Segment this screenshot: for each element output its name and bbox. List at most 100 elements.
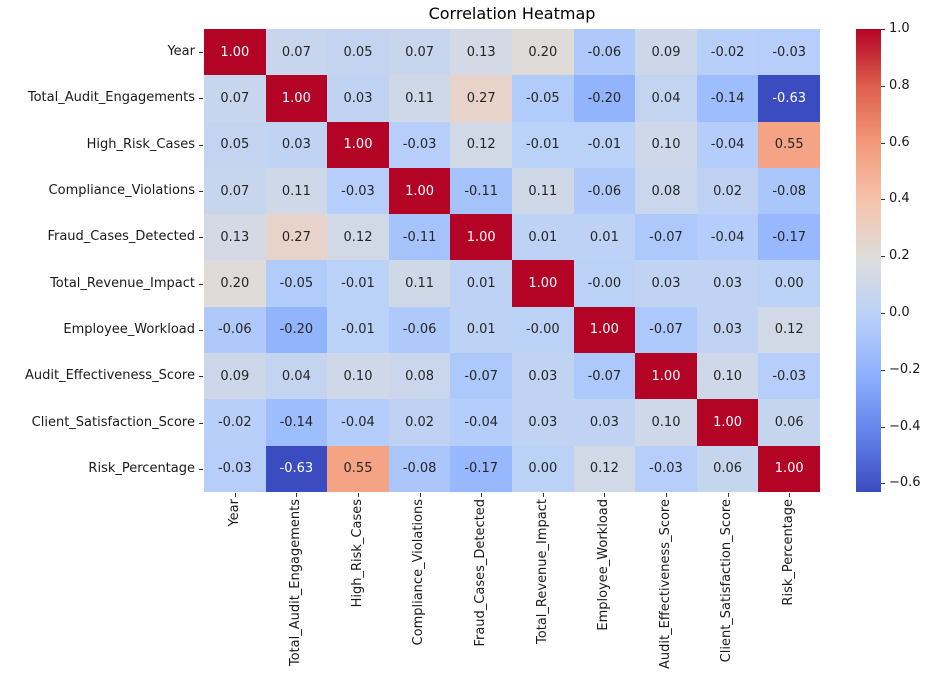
heatmap-cell: -0.07 xyxy=(635,306,697,354)
x-axis-tick-cell: Risk_Percentage xyxy=(758,499,820,684)
colorbar-tick-label: 0.2 xyxy=(889,248,910,263)
heatmap-cell: 0.13 xyxy=(450,29,512,76)
heatmap-cell: -0.01 xyxy=(511,121,574,168)
colorbar-tick-mark xyxy=(881,370,885,371)
heatmap-cell: 0.05 xyxy=(204,121,266,168)
heatmap-cell: 0.20 xyxy=(511,29,574,76)
heatmap-cell: 0.03 xyxy=(511,353,574,400)
heatmap-cell: -0.00 xyxy=(511,306,574,354)
heatmap-cell: 0.11 xyxy=(265,167,328,215)
colorbar-tick-label: 0.8 xyxy=(889,78,910,93)
heatmap-cell: -0.11 xyxy=(388,214,451,261)
x-axis-tick-cell: Employee_Workload xyxy=(574,499,636,684)
x-axis-tick-label: High_Risk_Cases xyxy=(349,499,365,608)
y-axis-tick-label: Audit_Effectiveness_Score xyxy=(24,368,195,384)
x-axis-tick-mark xyxy=(296,493,297,497)
heatmap-cell: 0.03 xyxy=(265,121,328,168)
heatmap-cell: -0.04 xyxy=(696,121,759,168)
heatmap-cell: -0.00 xyxy=(573,260,636,307)
x-axis-tick-cell: Year xyxy=(204,499,266,684)
heatmap-cell: 0.06 xyxy=(696,445,759,492)
x-axis-tick-mark xyxy=(789,493,790,497)
heatmap-cell: 0.55 xyxy=(758,121,820,168)
heatmap-cell: 0.03 xyxy=(327,75,389,122)
colorbar-tick-label: −0.6 xyxy=(889,475,921,490)
heatmap-cell: 0.10 xyxy=(635,121,697,168)
heatmap-cell: 0.03 xyxy=(511,399,574,446)
x-axis-tick-label: Risk_Percentage xyxy=(781,499,797,606)
heatmap-cell: 0.20 xyxy=(204,260,266,307)
heatmap-cell: 0.03 xyxy=(635,260,697,307)
colorbar-gradient xyxy=(856,29,881,492)
heatmap-cell: 0.03 xyxy=(696,306,759,354)
heatmap-cell: 0.13 xyxy=(204,214,266,261)
heatmap-cell: 0.12 xyxy=(573,445,636,492)
colorbar-tick-label: 0.4 xyxy=(889,191,910,206)
heatmap-cell: -0.06 xyxy=(388,306,451,354)
heatmap-cell: 0.02 xyxy=(388,399,451,446)
heatmap-cell: -0.03 xyxy=(635,445,697,492)
heatmap-cell: 0.07 xyxy=(204,167,266,215)
x-axis-tick-mark xyxy=(420,493,421,497)
x-axis-tick-label: Audit_Effectiveness_Score xyxy=(657,499,673,670)
y-axis-tick-mark xyxy=(199,376,203,377)
heatmap-cell: 0.11 xyxy=(511,167,574,215)
colorbar-tick-mark xyxy=(881,256,885,257)
heatmap-cell: -0.08 xyxy=(388,445,451,492)
y-axis-tick-label: Total_Revenue_Impact xyxy=(50,275,195,291)
colorbar-tick-label: 0.0 xyxy=(889,305,910,320)
heatmap-cell: -0.03 xyxy=(388,121,451,168)
y-axis-tick-mark xyxy=(199,98,203,99)
heatmap-cell: 0.12 xyxy=(450,121,512,168)
heatmap-cell: 0.03 xyxy=(573,399,636,446)
x-axis-tick-label: Total_Revenue_Impact xyxy=(534,499,550,644)
heatmap-cell: -0.14 xyxy=(696,75,759,122)
heatmap-cell: 1.00 xyxy=(265,75,328,122)
x-axis-tick-mark xyxy=(666,493,667,497)
heatmap-cell: -0.05 xyxy=(511,75,574,122)
x-axis-tick-cell: Total_Revenue_Impact xyxy=(512,499,574,684)
heatmap-cell: 0.06 xyxy=(758,399,820,446)
heatmap-cell: 0.08 xyxy=(635,167,697,215)
x-axis-tick-label: Employee_Workload xyxy=(596,499,612,631)
x-axis-tick-cell: Client_Satisfaction_Score xyxy=(697,499,759,684)
heatmap-cell: 0.07 xyxy=(204,75,266,122)
x-axis-tick-cell: High_Risk_Cases xyxy=(327,499,389,684)
heatmap-cell: -0.63 xyxy=(758,75,820,122)
y-axis-tick-label: High_Risk_Cases xyxy=(86,136,195,152)
x-axis-tick-mark xyxy=(604,493,605,497)
x-axis-tick-cell: Total_Audit_Engagements xyxy=(266,499,328,684)
heatmap-cell: 1.00 xyxy=(388,167,451,215)
heatmap-cell: 0.12 xyxy=(758,306,820,354)
heatmap-cell: 1.00 xyxy=(511,260,574,307)
heatmap-cell: -0.20 xyxy=(265,306,328,354)
heatmap-cell: -0.63 xyxy=(265,445,328,492)
heatmap-cell: 0.55 xyxy=(327,445,389,492)
colorbar-tick-mark xyxy=(881,29,885,30)
heatmap-cell: -0.04 xyxy=(327,399,389,446)
y-axis-tick-mark xyxy=(199,284,203,285)
heatmap-cell: 1.00 xyxy=(573,306,636,354)
x-axis-tick-mark xyxy=(728,493,729,497)
colorbar-tick-mark xyxy=(881,143,885,144)
heatmap-cell: -0.04 xyxy=(450,399,512,446)
heatmap-cell: -0.06 xyxy=(573,167,636,215)
heatmap-cell: 0.05 xyxy=(327,29,389,76)
y-axis-tick-label: Compliance_Violations xyxy=(48,183,195,199)
heatmap-cell: -0.17 xyxy=(758,214,820,261)
heatmap-cell: 0.07 xyxy=(388,29,451,76)
y-axis-tick-mark xyxy=(199,330,203,331)
y-axis-tick-label: Total_Audit_Engagements xyxy=(27,90,195,106)
colorbar-tick-mark xyxy=(881,427,885,428)
y-axis-tick-mark xyxy=(199,145,203,146)
heatmap-cell: 0.10 xyxy=(696,353,759,400)
heatmap-cell: 0.01 xyxy=(450,306,512,354)
heatmap-cell: 0.11 xyxy=(388,75,451,122)
heatmap-cell: 0.04 xyxy=(265,353,328,400)
heatmap-cell: -0.06 xyxy=(573,29,636,76)
heatmap-cell: -0.07 xyxy=(450,353,512,400)
y-axis-tick-mark xyxy=(199,191,203,192)
heatmap-cell: -0.08 xyxy=(758,167,820,215)
y-axis-tick-label: Year xyxy=(167,44,195,60)
